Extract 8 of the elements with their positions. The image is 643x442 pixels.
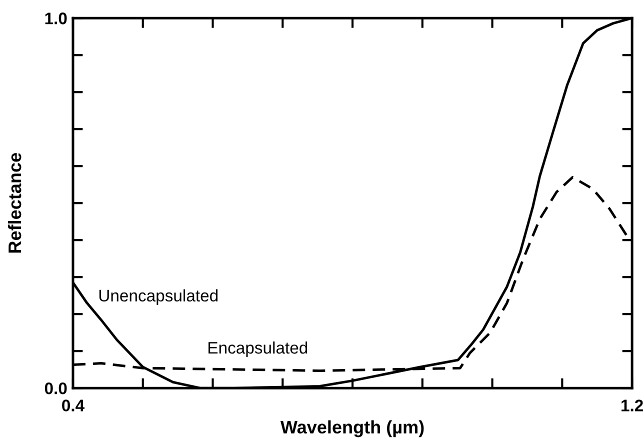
x-axis-title: Wavelength (µm) <box>280 420 424 438</box>
y-axis-title: Reflectance <box>8 153 22 253</box>
y-tick-label: 0.0 <box>44 382 67 394</box>
y-tick-label: 1.0 <box>45 12 67 24</box>
series-label: Unencapsulated <box>99 289 218 305</box>
x-tick-label: 0.4 <box>62 400 84 412</box>
x-tick-label: 1.2 <box>622 400 643 412</box>
series-label: Encapsulated <box>208 341 308 357</box>
